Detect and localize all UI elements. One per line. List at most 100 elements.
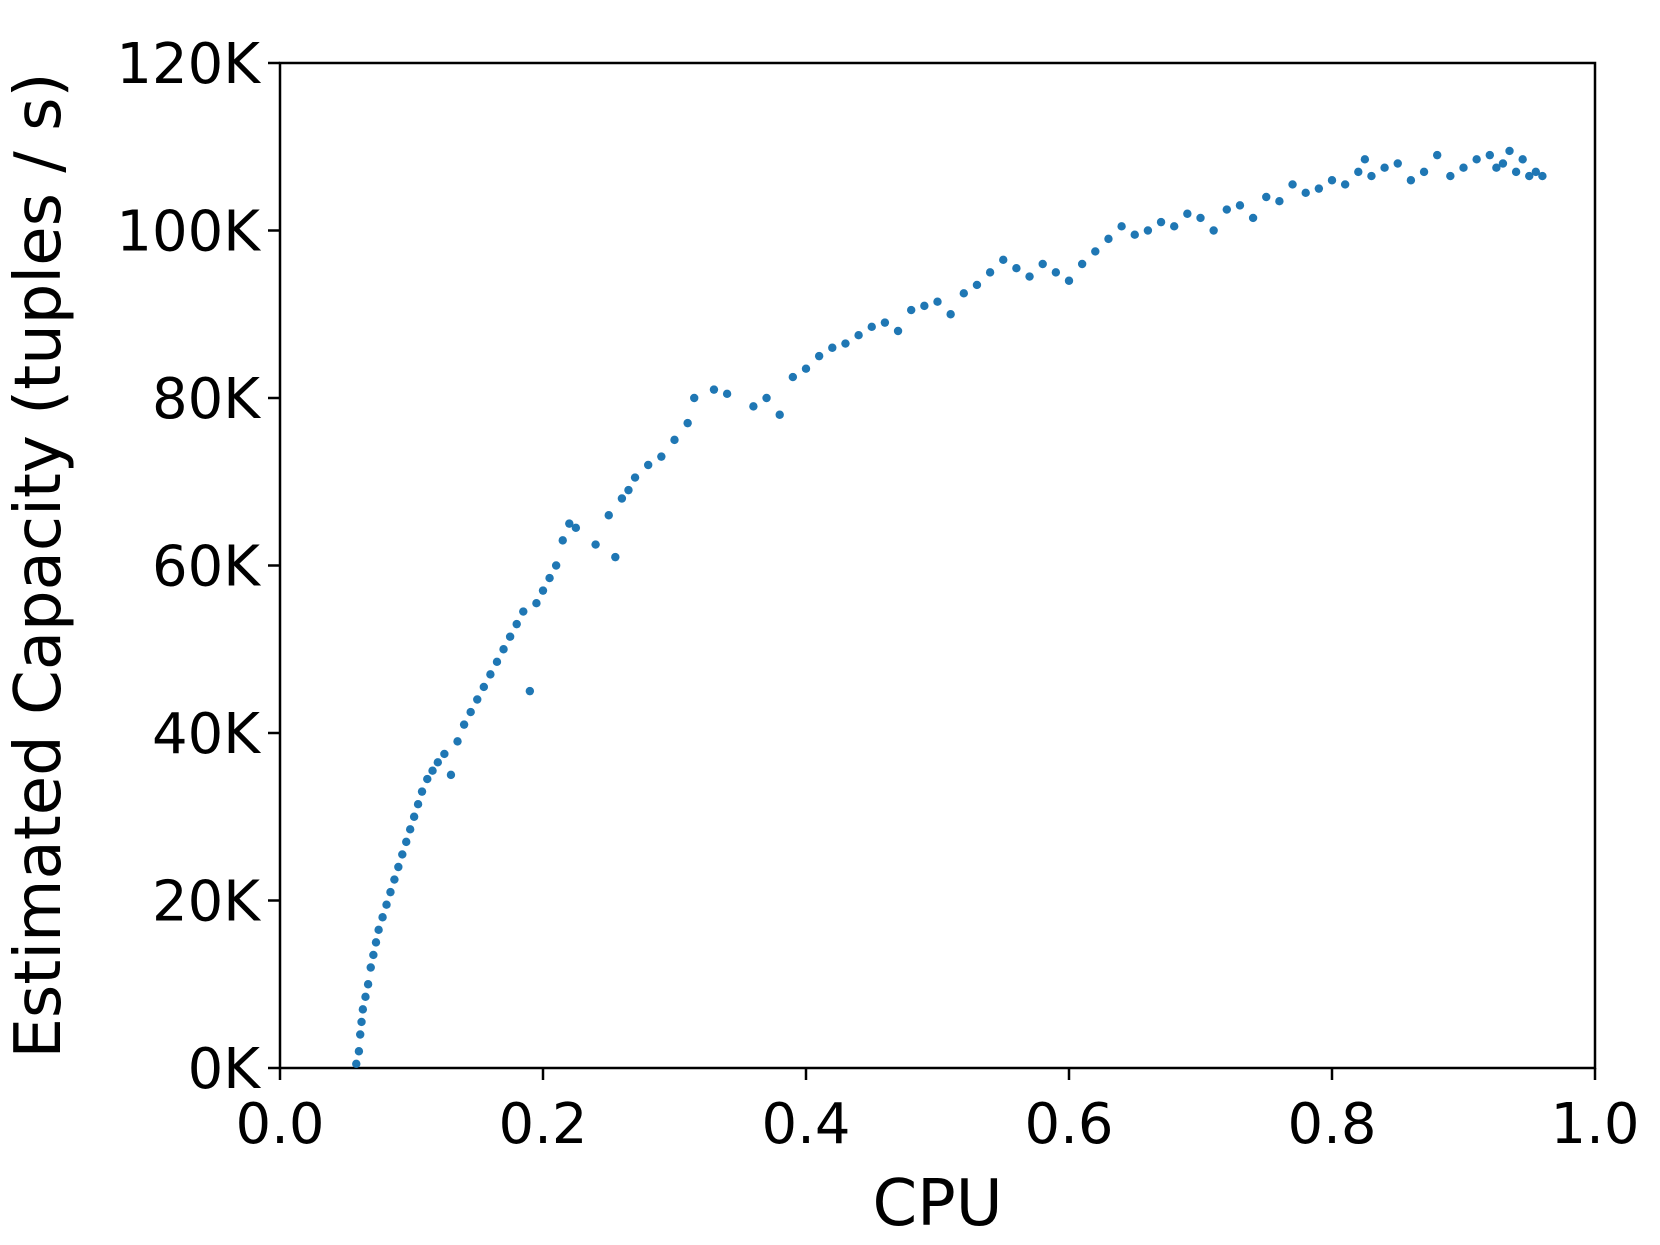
data-point [1275,196,1284,206]
data-point [841,339,850,348]
data-point [1064,276,1074,285]
data-point [1262,192,1271,202]
data-point [1222,205,1232,214]
data-point [1485,150,1495,160]
data-point [394,862,403,872]
data-point [356,1030,365,1039]
data-point [1525,171,1534,181]
data-point [1538,171,1547,181]
data-point [893,326,903,336]
data-point [604,511,613,520]
y-tick-label: 120K [116,32,261,97]
data-point [972,280,982,290]
data-point [1314,184,1324,193]
data-point [1091,247,1100,256]
data-point [551,561,561,570]
data-point [1393,159,1402,168]
x-tick-label: 0.2 [498,1092,587,1157]
x-axis: 0.0 0.2 0.4 0.6 0.8 1.0 [235,1068,1640,1157]
data-point [532,598,541,608]
data-point [371,938,381,947]
data-point [352,1059,361,1069]
data-point [1367,171,1376,181]
data-point [571,523,581,533]
data-point [433,758,442,767]
data-point [1340,180,1350,189]
data-point [920,301,929,311]
data-point [1380,163,1389,172]
data-point [565,519,574,528]
data-point [1117,222,1126,231]
data-point [1235,201,1245,210]
data-point [946,310,955,319]
y-tick-label: 0K [188,1037,262,1102]
y-tick-label: 20K [152,870,261,935]
data-point [709,385,719,394]
data-point [591,540,600,549]
data-point [630,473,640,482]
data-point [1419,167,1429,177]
y-tick-label: 80K [152,367,261,432]
data-point [538,586,548,595]
data-point [788,372,798,382]
data-point [1354,167,1363,177]
data-point [378,913,387,922]
data-point [1183,209,1192,218]
data-point [512,619,521,629]
data-point [1170,222,1179,231]
x-tick-label: 0.0 [235,1092,324,1157]
y-tick-label: 100K [116,200,261,265]
data-point [363,980,373,989]
data-point [1051,268,1061,277]
data-point [644,460,653,470]
data-point [386,887,395,897]
data-point [369,950,378,960]
data-point [505,632,515,641]
data-point [1472,155,1481,164]
data-point [499,645,508,654]
data-point [814,351,824,361]
data-point [1077,259,1087,269]
x-axis-label: CPU [872,1167,1002,1241]
plot-frame [278,61,1597,1070]
data-points [352,146,1547,1069]
data-point [1248,213,1258,223]
data-point [358,1005,368,1014]
data-point [907,305,916,315]
x-tick-label: 0.8 [1287,1092,1376,1157]
data-point [545,573,554,583]
data-point [366,963,375,972]
data-point [1360,155,1370,164]
data-point [617,494,627,503]
data-point [558,536,567,545]
data-point [409,812,419,821]
data-point [1025,272,1034,281]
data-point [611,552,620,562]
data-point [762,393,771,403]
plot-border [278,61,1597,1070]
data-point [690,393,699,403]
x-tick-label: 0.4 [761,1092,850,1157]
data-point [1104,234,1113,244]
data-point [959,289,968,298]
data-point [1327,176,1337,185]
data-point [486,670,495,679]
data-point [354,1047,364,1056]
data-point [854,330,863,340]
data-point [670,435,679,445]
data-point [390,875,399,884]
data-point [624,485,633,495]
data-point [1498,159,1508,168]
data-point [1012,263,1021,273]
data-point [492,657,502,667]
data-point [440,749,449,759]
data-point [357,1017,366,1027]
data-point [1531,167,1541,177]
data-point [1459,163,1468,172]
data-point [423,774,432,784]
data-point [428,766,437,775]
data-point [519,607,528,616]
data-point [657,452,666,461]
x-tick-label: 0.6 [1024,1092,1113,1157]
